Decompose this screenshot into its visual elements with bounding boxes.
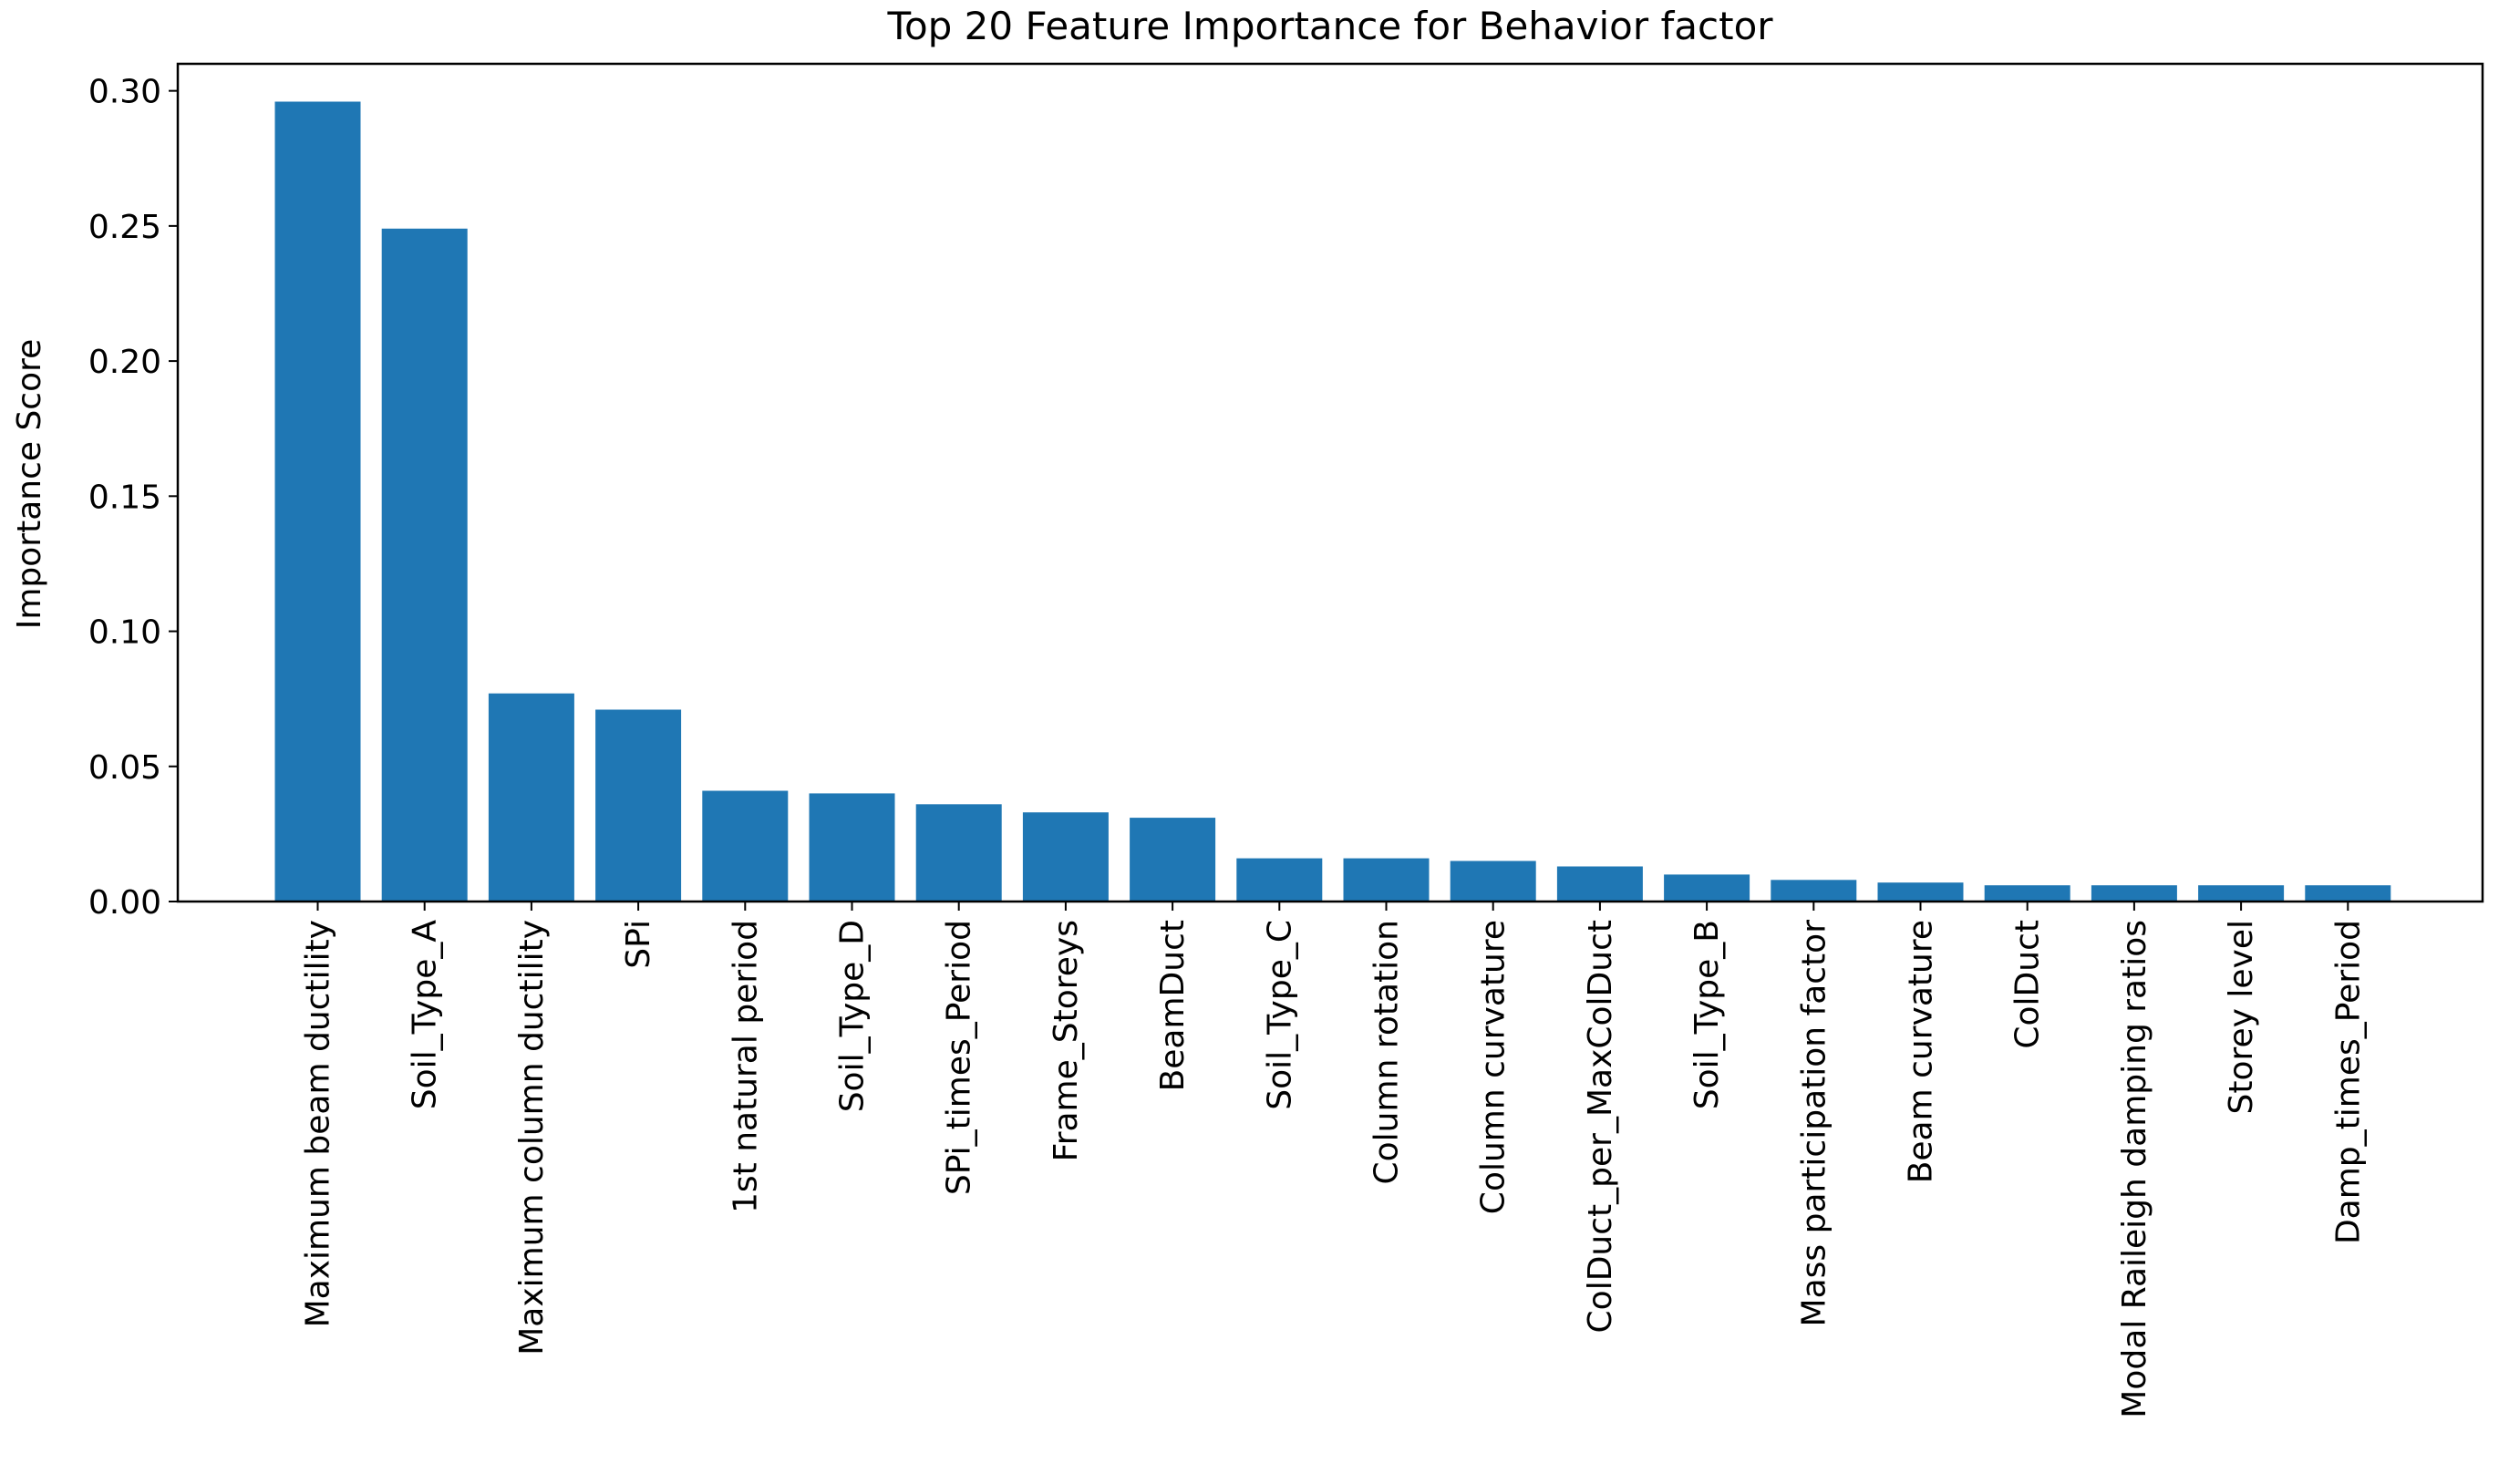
x-tick-label: Frame_Storeys xyxy=(1048,920,1085,1161)
x-tick-label: ColDuct xyxy=(2009,920,2047,1049)
x-tick-label: SPi xyxy=(620,920,657,969)
chart-title: Top 20 Feature Importance for Behavior f… xyxy=(886,4,1773,48)
bar xyxy=(809,793,895,902)
bar xyxy=(1022,812,1109,902)
x-axis: Maximum beam ductility Soil_Type_A Maximum… xyxy=(300,902,2367,1418)
x-tick-label: Column rotation xyxy=(1368,920,1406,1184)
bar xyxy=(2305,885,2391,902)
y-tick-label: 0.15 xyxy=(88,479,161,516)
x-tick-label: Maximum column ductility xyxy=(513,920,551,1355)
x-tick-label: Modal Raileigh damping ratios xyxy=(2116,920,2153,1418)
bar xyxy=(1130,818,1216,902)
bar xyxy=(1664,874,1750,902)
bar xyxy=(381,228,468,902)
bar xyxy=(488,693,574,902)
bar xyxy=(1343,858,1430,902)
x-tick-label: Soil_Type_A xyxy=(407,920,444,1110)
bar xyxy=(1450,861,1536,902)
x-tick-label: Beam curvature xyxy=(1903,920,1940,1183)
x-tick-label: Damp_times_Period xyxy=(2329,920,2367,1244)
x-tick-label: Column curvature xyxy=(1475,920,1513,1214)
x-tick-label: Soil_Type_B xyxy=(1688,920,1726,1109)
bar xyxy=(595,709,682,902)
bar xyxy=(702,790,789,902)
x-tick-label: BeamDuct xyxy=(1154,920,1192,1091)
x-tick-label: ColDuct_per_MaxColDuct xyxy=(1582,920,1619,1333)
y-tick-label: 0.20 xyxy=(88,344,161,381)
y-axis: 0.00 0.05 0.10 0.15 0.20 0.25 0.30 xyxy=(88,74,178,922)
bar xyxy=(1236,858,1323,902)
x-tick-label: Soil_Type_D xyxy=(834,920,872,1112)
bar xyxy=(2091,885,2177,902)
x-tick-label: Mass participation factor xyxy=(1795,920,1833,1327)
bar xyxy=(2198,885,2285,902)
bar xyxy=(274,101,361,902)
x-tick-label: Maximum beam ductility xyxy=(300,920,337,1327)
x-tick-label: Storey level xyxy=(2223,920,2260,1115)
x-tick-label: SPi_times_Period xyxy=(941,920,978,1195)
bars-group xyxy=(274,101,2391,902)
plot-frame xyxy=(176,62,2484,903)
x-tick-label: 1st natural period xyxy=(727,920,764,1213)
y-tick-label: 0.00 xyxy=(88,884,161,922)
bar xyxy=(1771,880,1857,902)
y-tick-label: 0.30 xyxy=(88,74,161,111)
y-tick-label: 0.10 xyxy=(88,614,161,652)
y-tick-label: 0.25 xyxy=(88,209,161,246)
y-axis-title: Importance Score xyxy=(11,339,48,630)
bar xyxy=(1556,866,1643,902)
bar xyxy=(1984,885,2070,902)
y-tick-label: 0.05 xyxy=(88,749,161,787)
bar xyxy=(915,804,1002,902)
x-tick-label: Soil_Type_C xyxy=(1261,920,1298,1110)
bar xyxy=(1877,882,1964,902)
